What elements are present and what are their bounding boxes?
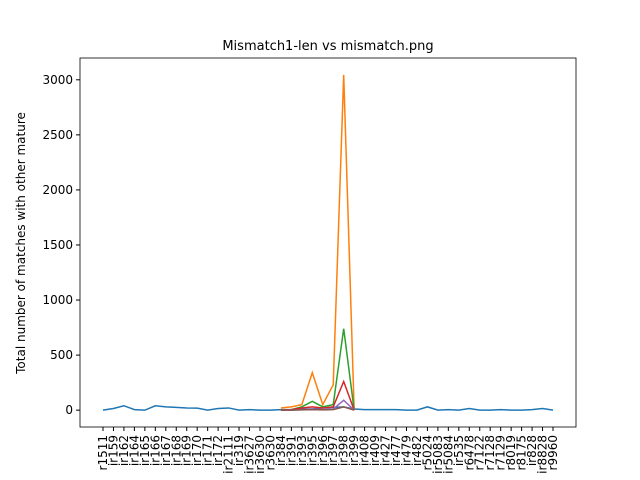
y-tick-label: 0 xyxy=(65,403,73,417)
x-tick-label: ir395 xyxy=(305,435,319,466)
x-tick-label: r8019 xyxy=(504,435,518,470)
x-tick-label: ir159 xyxy=(106,435,120,466)
y-tick-label: 500 xyxy=(50,348,73,362)
line-series xyxy=(280,74,355,411)
line-series xyxy=(280,328,355,411)
y-tick-label: 2500 xyxy=(42,128,73,142)
x-tick-label: ir319 xyxy=(232,435,246,466)
y-tick-label: 1500 xyxy=(42,238,73,252)
x-tick-label: r7122 xyxy=(473,435,487,470)
x-tick-label: ir399 xyxy=(347,435,361,466)
x-tick-label: ir166 xyxy=(148,435,162,466)
x-tick-label: ir535 xyxy=(452,435,466,466)
x-tick-label: ir477 xyxy=(389,435,403,466)
x-tick-label: ir169 xyxy=(180,435,194,466)
y-tick-label: 2000 xyxy=(42,183,73,197)
x-tick-label: r7129 xyxy=(494,435,508,470)
x-tick-label: ir393 xyxy=(295,435,309,466)
x-tick-label: ir408 xyxy=(358,435,372,466)
line-series xyxy=(280,399,355,411)
x-tick-label: r5024 xyxy=(420,435,434,470)
x-tick-label: ir427 xyxy=(379,435,393,466)
x-tick-label: r6478 xyxy=(462,435,476,470)
x-tick-label: ir170 xyxy=(190,435,204,466)
x-tick-label: r1511 xyxy=(96,435,110,470)
x-tick-label: ir391 xyxy=(284,435,298,466)
x-tick-label: ir162 xyxy=(117,435,131,466)
x-tick-label: ir168 xyxy=(169,435,183,466)
x-tick-label: ir5084 xyxy=(441,435,455,474)
x-tick-label: ir3627 xyxy=(243,435,257,474)
x-tick-label: ir409 xyxy=(368,435,382,466)
plot-frame xyxy=(79,57,577,428)
line-series xyxy=(280,406,355,411)
y-tick-label: 3000 xyxy=(42,73,73,87)
x-tick-label: ir2111 xyxy=(222,435,236,474)
x-tick-label: ir171 xyxy=(201,435,215,466)
x-tick-label: ir397 xyxy=(326,435,340,466)
x-tick-label: ir479 xyxy=(399,435,413,466)
y-tick-label: 1000 xyxy=(42,293,73,307)
y-axis-label: Total number of matches with other matur… xyxy=(14,112,28,375)
x-tick-label: ir384 xyxy=(274,435,288,466)
x-tick-label: r7128 xyxy=(483,435,497,470)
chart-title: Mismatch1-len vs mismatch.png xyxy=(222,39,433,54)
x-tick-label: ir396 xyxy=(316,435,330,466)
x-tick-label: ir8828 xyxy=(536,435,550,474)
x-tick-label: ir167 xyxy=(159,435,173,466)
x-tick-label: r3630 xyxy=(263,435,277,470)
x-tick-label: ir172 xyxy=(211,435,225,466)
x-tick-label: r9960 xyxy=(546,435,560,470)
x-tick-label: ir482 xyxy=(410,435,424,466)
x-tick-label: r8175 xyxy=(515,435,529,470)
x-tick-label: ir828 xyxy=(525,435,539,466)
x-tick-label: ir165 xyxy=(138,435,152,466)
x-tick-label: ir164 xyxy=(127,435,141,466)
x-tick-label: ir5083 xyxy=(431,435,445,474)
x-tick-label: ir3630 xyxy=(253,435,267,474)
line-series xyxy=(280,379,355,411)
x-tick-label: ir398 xyxy=(337,435,351,466)
